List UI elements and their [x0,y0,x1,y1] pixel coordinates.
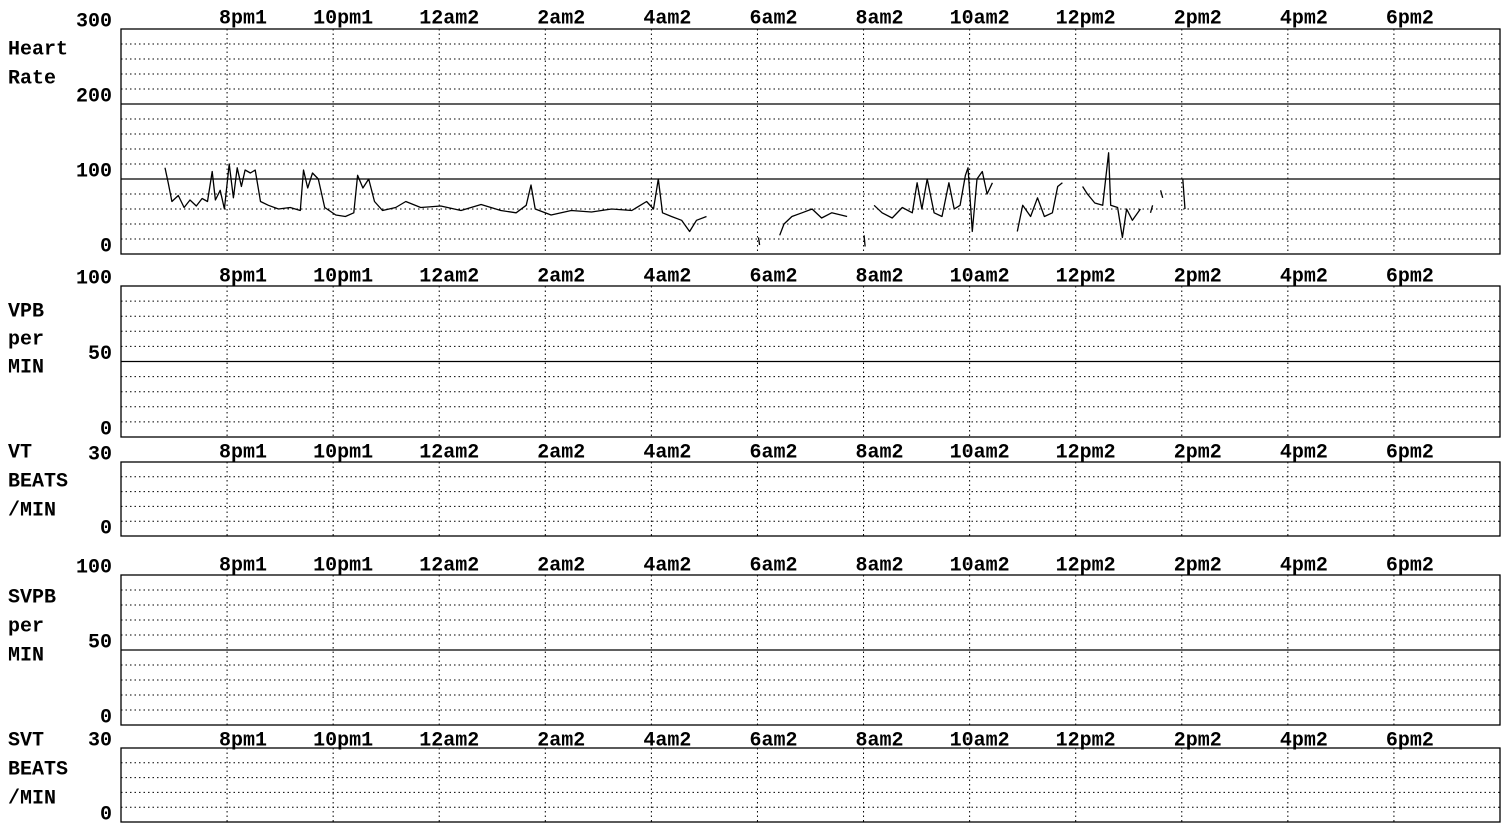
x-tick-label: 8am2 [856,554,904,577]
x-tick-label: 10pm1 [313,729,373,752]
x-tick-label: 8pm1 [219,729,267,752]
x-tick-label: 8pm1 [219,7,267,30]
x-tick-label: 8pm1 [219,554,267,577]
plot-frame [120,285,1501,438]
x-tick-label: 8am2 [856,441,904,464]
x-tick-label: 4pm2 [1280,7,1328,30]
x-tick-label: 2pm2 [1174,554,1222,577]
panel-label: Heart [8,38,68,61]
x-tick-label: 10am2 [950,441,1010,464]
panel-label: BEATS [8,470,68,493]
x-tick-label: 6am2 [749,265,797,288]
x-tick-label: 2am2 [537,441,585,464]
y-tick-label: 50 [88,343,112,366]
x-tick-label: 12am2 [419,265,479,288]
panel-label: per [8,328,44,351]
x-tick-label: 12pm2 [1056,554,1116,577]
panel-label: MIN [8,356,44,379]
x-tick-label: 10pm1 [313,441,373,464]
panel-label: VT [8,441,32,464]
x-tick-label: 4am2 [643,441,691,464]
x-tick-label: 6am2 [749,554,797,577]
plot-frame [120,574,1501,726]
x-tick-label: 10pm1 [313,554,373,577]
x-tick-label: 2am2 [537,7,585,30]
x-tick-label: 8pm1 [219,265,267,288]
x-tick-label: 2pm2 [1174,7,1222,30]
x-tick-label: 6pm2 [1386,7,1434,30]
panel-label: SVPB [8,586,56,609]
x-tick-label: 12pm2 [1056,7,1116,30]
y-tick-label: 0 [100,517,112,540]
y-tick-label: 100 [76,160,112,183]
x-tick-label: 8am2 [856,265,904,288]
panel-label: BEATS [8,758,68,781]
x-tick-label: 10am2 [950,729,1010,752]
x-tick-label: 6pm2 [1386,554,1434,577]
panel-label: SVT [8,729,44,752]
x-tick-label: 8am2 [856,729,904,752]
x-tick-label: 2am2 [537,265,585,288]
panel-label: MIN [8,644,44,667]
x-tick-label: 2am2 [537,729,585,752]
x-tick-label: 4pm2 [1280,265,1328,288]
panel-label: /MIN [8,499,56,522]
y-tick-label: 0 [100,235,112,258]
x-tick-label: 2pm2 [1174,729,1222,752]
x-tick-label: 12pm2 [1056,441,1116,464]
x-tick-label: 6am2 [749,729,797,752]
x-tick-label: 6am2 [749,7,797,30]
x-tick-label: 8am2 [856,7,904,30]
plot-frame [120,747,1501,823]
y-tick-label: 200 [76,85,112,108]
x-tick-label: 4am2 [643,7,691,30]
y-tick-label: 0 [100,706,112,729]
x-tick-label: 12am2 [419,554,479,577]
plot-frame [120,461,1501,537]
y-tick-label: 0 [100,418,112,441]
y-tick-label: 0 [100,803,112,823]
x-tick-label: 4pm2 [1280,729,1328,752]
y-tick-label: 30 [88,729,112,752]
x-tick-label: 2pm2 [1174,265,1222,288]
x-tick-label: 8pm1 [219,441,267,464]
x-tick-label: 6am2 [749,441,797,464]
y-tick-label: 300 [76,10,112,33]
panel-label: VPB [8,300,44,323]
x-tick-label: 10pm1 [313,265,373,288]
x-tick-label: 12pm2 [1056,729,1116,752]
x-tick-label: 10am2 [950,554,1010,577]
x-tick-label: 6pm2 [1386,441,1434,464]
x-tick-label: 12am2 [419,7,479,30]
x-tick-label: 10am2 [950,265,1010,288]
x-tick-label: 4pm2 [1280,441,1328,464]
x-tick-label: 12pm2 [1056,265,1116,288]
x-tick-label: 10pm1 [313,7,373,30]
x-tick-label: 4am2 [643,729,691,752]
x-tick-label: 6pm2 [1386,265,1434,288]
x-tick-label: 10am2 [950,7,1010,30]
x-tick-label: 4am2 [643,554,691,577]
y-tick-label: 30 [88,443,112,466]
x-tick-label: 12am2 [419,441,479,464]
panel-label: Rate [8,67,56,90]
panel-label: per [8,615,44,638]
panel-label: /MIN [8,787,56,810]
x-tick-label: 2pm2 [1174,441,1222,464]
x-tick-label: 4am2 [643,265,691,288]
x-tick-label: 6pm2 [1386,729,1434,752]
heart-rate-line [164,152,1186,247]
y-tick-label: 100 [76,556,112,579]
x-tick-label: 2am2 [537,554,585,577]
x-tick-label: 4pm2 [1280,554,1328,577]
x-tick-label: 12am2 [419,729,479,752]
y-tick-label: 100 [76,267,112,290]
y-tick-label: 50 [88,631,112,654]
plot-frame [120,28,1501,255]
